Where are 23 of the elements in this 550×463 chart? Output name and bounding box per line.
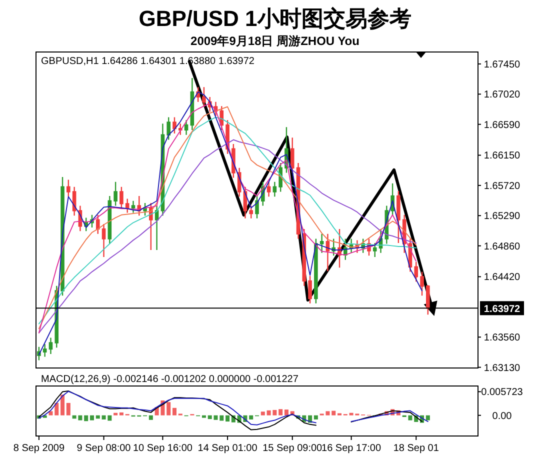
ref-line-label: 1.63972 bbox=[484, 304, 521, 316]
text: MACD(12,26,9) -0.002146 -0.001202 0.000000 -0.001227 bbox=[41, 374, 299, 385]
y-tick-label: 1.67450 bbox=[484, 59, 521, 70]
y-tick-label: 1.66150 bbox=[484, 150, 521, 162]
y-tick-label: 1.63560 bbox=[484, 332, 521, 344]
y-tick-label: 0.00 bbox=[492, 410, 512, 422]
y-tick-label: 1.65290 bbox=[484, 211, 521, 222]
x-tick-label: 14 Sep 01:00 bbox=[198, 443, 258, 454]
chart-title: GBP/USD 1小时图交易参考 bbox=[138, 6, 412, 31]
chart-subtitle: 2009年9月18日 周游ZHOU You bbox=[190, 34, 360, 48]
x-tick-label: 18 Sep 01 bbox=[393, 443, 440, 454]
y-tick-label: 1.65720 bbox=[484, 180, 521, 192]
y-tick-label: 1.64860 bbox=[484, 241, 521, 252]
y-tick-label: 1.66590 bbox=[484, 120, 521, 131]
x-tick-label: 10 Sep 16:00 bbox=[132, 443, 193, 454]
x-tick-label: 15 Sep 09:00 bbox=[262, 443, 323, 454]
y-tick-label: 1.63130 bbox=[484, 362, 521, 374]
x-tick-label: 8 Sep 2009 bbox=[13, 443, 65, 454]
y-tick-label: 1.64420 bbox=[484, 272, 521, 284]
x-tick-label: 9 Sep 08:00 bbox=[76, 443, 132, 454]
y-tick-label: 0.005723 bbox=[481, 387, 524, 398]
x-tick-label: 16 Sep 17:00 bbox=[322, 443, 382, 454]
y-tick-label: 1.67020 bbox=[484, 90, 521, 101]
